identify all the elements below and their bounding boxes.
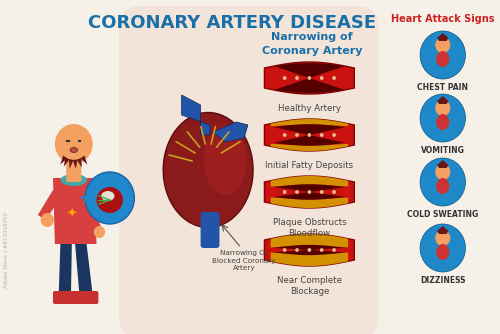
Polygon shape xyxy=(264,119,354,151)
Polygon shape xyxy=(264,62,354,94)
Ellipse shape xyxy=(436,244,450,260)
FancyBboxPatch shape xyxy=(53,291,78,304)
Circle shape xyxy=(333,249,335,251)
Ellipse shape xyxy=(436,114,450,130)
Circle shape xyxy=(420,224,466,272)
Text: Near Complete
Blockage: Near Complete Blockage xyxy=(277,276,342,296)
Text: CHEST PAIN: CHEST PAIN xyxy=(418,83,469,92)
FancyBboxPatch shape xyxy=(200,212,220,248)
Polygon shape xyxy=(274,63,345,93)
Text: Healthy Artery: Healthy Artery xyxy=(278,104,341,113)
Text: Heart Attack Signs: Heart Attack Signs xyxy=(391,14,494,24)
Circle shape xyxy=(284,249,286,251)
Polygon shape xyxy=(80,156,87,164)
Text: CORONARY ARTERY DISEASE: CORONARY ARTERY DISEASE xyxy=(88,14,376,32)
Polygon shape xyxy=(437,33,448,41)
Circle shape xyxy=(435,100,450,116)
Ellipse shape xyxy=(101,191,114,201)
Circle shape xyxy=(308,191,310,193)
Ellipse shape xyxy=(436,178,450,194)
Circle shape xyxy=(435,37,450,53)
Ellipse shape xyxy=(204,125,246,195)
Polygon shape xyxy=(64,157,70,167)
Polygon shape xyxy=(264,176,354,208)
Polygon shape xyxy=(38,190,60,220)
Circle shape xyxy=(284,134,286,136)
Polygon shape xyxy=(270,253,348,266)
Polygon shape xyxy=(274,184,345,200)
Ellipse shape xyxy=(96,187,123,213)
Circle shape xyxy=(296,191,298,193)
Polygon shape xyxy=(53,178,96,244)
Circle shape xyxy=(420,31,466,79)
Polygon shape xyxy=(274,245,345,255)
Polygon shape xyxy=(72,160,78,169)
Text: Plaque Obstructs
Bloodflow: Plaque Obstructs Bloodflow xyxy=(272,218,346,238)
Circle shape xyxy=(284,77,286,79)
Polygon shape xyxy=(270,176,348,187)
Polygon shape xyxy=(274,124,345,146)
Text: Initial Fatty Deposits: Initial Fatty Deposits xyxy=(266,161,354,170)
Ellipse shape xyxy=(163,113,253,227)
Polygon shape xyxy=(270,197,348,208)
Circle shape xyxy=(320,77,323,79)
Circle shape xyxy=(420,158,466,206)
Polygon shape xyxy=(270,144,348,151)
Ellipse shape xyxy=(70,148,78,153)
Text: Narrowing Or
Blocked Coronary
Artery: Narrowing Or Blocked Coronary Artery xyxy=(212,250,276,271)
FancyBboxPatch shape xyxy=(119,6,378,334)
Polygon shape xyxy=(85,200,102,234)
Polygon shape xyxy=(437,160,448,168)
Text: Adobe Stock | #813419950: Adobe Stock | #813419950 xyxy=(4,212,10,288)
Text: Narrowing of
Coronary Artery: Narrowing of Coronary Artery xyxy=(262,32,362,56)
Circle shape xyxy=(284,191,286,193)
Text: COLD SWEATING: COLD SWEATING xyxy=(407,210,478,219)
Circle shape xyxy=(333,191,335,193)
Polygon shape xyxy=(437,96,448,104)
Circle shape xyxy=(308,134,310,136)
Circle shape xyxy=(308,249,310,251)
Circle shape xyxy=(85,172,134,224)
Circle shape xyxy=(420,94,466,142)
Text: ✦: ✦ xyxy=(66,208,77,221)
Circle shape xyxy=(40,213,54,227)
Ellipse shape xyxy=(60,174,87,186)
Circle shape xyxy=(55,124,92,164)
Polygon shape xyxy=(69,159,73,169)
Ellipse shape xyxy=(436,51,450,67)
Polygon shape xyxy=(182,95,210,135)
Circle shape xyxy=(308,77,310,79)
Polygon shape xyxy=(437,226,448,234)
Polygon shape xyxy=(264,234,354,266)
Circle shape xyxy=(333,77,335,79)
Circle shape xyxy=(320,134,323,136)
FancyBboxPatch shape xyxy=(74,291,98,304)
Circle shape xyxy=(320,249,323,251)
Circle shape xyxy=(435,164,450,180)
Circle shape xyxy=(296,134,298,136)
Text: DIZZINESS: DIZZINESS xyxy=(420,276,466,285)
Polygon shape xyxy=(76,158,82,167)
Polygon shape xyxy=(270,234,348,247)
Circle shape xyxy=(296,249,298,251)
FancyBboxPatch shape xyxy=(66,156,82,182)
Text: VOMITING: VOMITING xyxy=(421,146,465,155)
Circle shape xyxy=(94,226,105,238)
Circle shape xyxy=(333,134,335,136)
Polygon shape xyxy=(74,240,92,295)
Polygon shape xyxy=(58,240,72,295)
Polygon shape xyxy=(213,122,248,142)
Circle shape xyxy=(320,191,323,193)
Circle shape xyxy=(296,77,298,79)
Circle shape xyxy=(435,230,450,246)
Polygon shape xyxy=(60,156,67,164)
Polygon shape xyxy=(270,119,348,126)
